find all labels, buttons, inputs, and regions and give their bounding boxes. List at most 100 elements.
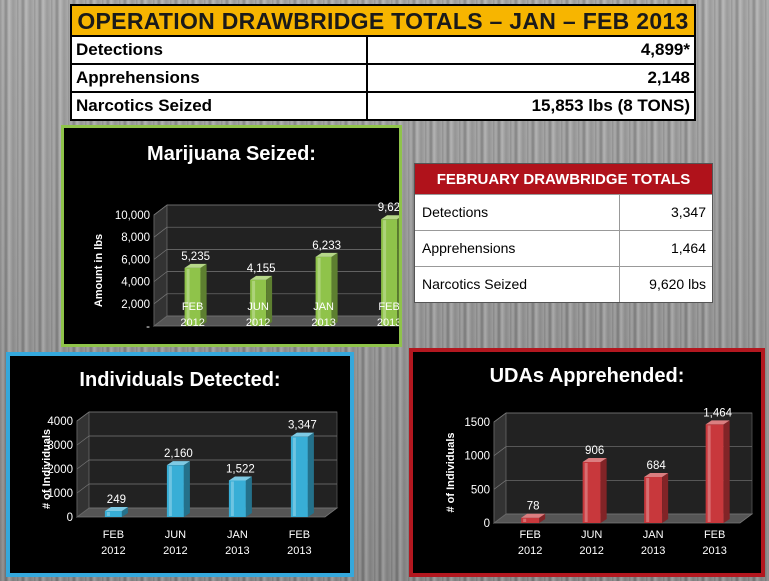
bar-top bbox=[705, 420, 730, 425]
x-tick-label: FEB 2013 bbox=[377, 301, 399, 329]
udas-apprehended-chart: UDAs Apprehended: 0 500 1000 1500 # of Indivi… bbox=[409, 348, 765, 577]
bar bbox=[381, 215, 399, 326]
chart-title: Marijuana Seized: bbox=[147, 143, 316, 165]
bar bbox=[521, 513, 546, 523]
bar-front bbox=[521, 517, 540, 523]
y-tick-label: 2,000 bbox=[121, 299, 150, 311]
x-tick-line: FEB bbox=[378, 301, 399, 313]
x-tick-line: 2013 bbox=[377, 317, 399, 329]
x-tick-label: JUN 2012 bbox=[246, 301, 270, 329]
feb-label: Detections bbox=[415, 195, 620, 230]
gridline bbox=[76, 435, 90, 446]
bar-value-label: 2,160 bbox=[164, 448, 193, 460]
y-tick-label: 1000 bbox=[464, 451, 490, 463]
x-tick-line: 2012 bbox=[180, 317, 204, 329]
x-tick-line: FEB bbox=[182, 301, 203, 313]
bar-highlight bbox=[292, 437, 296, 516]
feb-label: Apprehensions bbox=[415, 231, 620, 266]
x-tick-label: JAN 2013 bbox=[225, 529, 249, 557]
bar-side bbox=[266, 275, 273, 326]
individuals-detected-chart: Individuals Detected: 0 1000 2000 3000 4000 # … bbox=[6, 352, 354, 577]
bar bbox=[166, 461, 190, 517]
bar-highlight bbox=[168, 466, 172, 516]
bar-highlight bbox=[317, 257, 321, 325]
february-totals-table: FEBRUARY DRAWBRIDGE TOTALS Detections 3,… bbox=[414, 163, 713, 303]
gridline bbox=[76, 483, 90, 494]
x-tick-label: FEB 2013 bbox=[702, 529, 726, 557]
plot-side-wall bbox=[153, 204, 168, 327]
y-tick-label: 0 bbox=[484, 518, 490, 530]
bar-top bbox=[228, 476, 252, 481]
feb-row-narcotics: Narcotics Seized 9,620 lbs bbox=[415, 266, 712, 302]
chart-title: Individuals Detected: bbox=[79, 369, 280, 391]
y-tick-label: 8,000 bbox=[121, 232, 150, 244]
y-tick-label: - bbox=[146, 321, 150, 333]
feb-value: 9,620 lbs bbox=[649, 276, 706, 292]
gridline bbox=[153, 271, 168, 282]
gridline bbox=[493, 480, 507, 490]
totals-label: Narcotics Seized bbox=[72, 93, 368, 119]
feb-row-detections: Detections 3,347 bbox=[415, 194, 712, 230]
marijuana-seized-chart: Marijuana Seized: - 2,000 4,000 6,000 8,000 10… bbox=[61, 125, 402, 347]
y-tick-label: 2000 bbox=[47, 464, 73, 476]
x-tick-label: JAN 2013 bbox=[641, 529, 665, 557]
y-tick-label: 0 bbox=[67, 512, 73, 524]
x-tick-line: JUN bbox=[581, 529, 602, 541]
totals-value: 15,853 lbs (8 TONS) bbox=[531, 96, 690, 115]
y-tick-label: 4000 bbox=[47, 416, 73, 428]
feb-label: Narcotics Seized bbox=[415, 267, 620, 302]
y-axis-label: Amount in lbs bbox=[93, 234, 105, 307]
bar-value-label: 249 bbox=[107, 494, 126, 506]
x-tick-line: JUN bbox=[165, 529, 186, 541]
bar bbox=[315, 252, 338, 326]
x-tick-line: 2013 bbox=[225, 545, 249, 557]
bar-side bbox=[397, 217, 399, 326]
feb-value: 1,464 bbox=[670, 240, 706, 256]
bar-side bbox=[183, 461, 190, 517]
bar-top bbox=[582, 457, 607, 462]
bar-highlight bbox=[523, 518, 527, 522]
bar-side bbox=[662, 472, 669, 523]
bar-highlight bbox=[646, 477, 650, 522]
february-totals-title: FEBRUARY DRAWBRIDGE TOTALS bbox=[415, 164, 712, 194]
y-tick-label: 4,000 bbox=[121, 277, 150, 289]
x-tick-label: JUN 2012 bbox=[163, 529, 187, 557]
bar-side bbox=[121, 507, 128, 517]
gridline bbox=[153, 204, 168, 216]
bar bbox=[228, 476, 252, 517]
bar-top bbox=[184, 263, 207, 268]
x-tick-line: 2013 bbox=[287, 545, 311, 557]
bar-value-label: 3,347 bbox=[288, 420, 317, 432]
bar-top bbox=[104, 507, 128, 512]
y-tick-label: 6,000 bbox=[121, 254, 150, 266]
bar-highlight bbox=[707, 425, 711, 522]
totals-label: Apprehensions bbox=[72, 65, 368, 91]
x-tick-line: JUN bbox=[247, 301, 268, 313]
gridline bbox=[76, 459, 90, 470]
bar-highlight bbox=[383, 220, 387, 325]
totals-row-detections: Detections 4,899* bbox=[72, 37, 694, 65]
bar bbox=[705, 420, 730, 523]
x-tick-line: 2013 bbox=[702, 545, 726, 557]
totals-label: Detections bbox=[72, 37, 368, 63]
y-tick-label: 500 bbox=[471, 484, 490, 496]
gridline bbox=[153, 226, 168, 238]
x-tick-label: FEB 2012 bbox=[180, 301, 204, 329]
y-axis-label: # of Individuals bbox=[445, 432, 457, 512]
x-tick-line: 2012 bbox=[579, 545, 603, 557]
bar-top bbox=[521, 513, 546, 518]
bar-value-label: 78 bbox=[527, 501, 540, 513]
bar-top bbox=[644, 472, 669, 477]
x-tick-line: 2012 bbox=[101, 545, 125, 557]
x-tick-label: FEB 2012 bbox=[518, 529, 542, 557]
bar-highlight bbox=[230, 481, 234, 516]
x-tick-line: 2012 bbox=[163, 545, 187, 557]
bar-highlight bbox=[252, 280, 256, 325]
totals-row-apprehensions: Apprehensions 2,148 bbox=[72, 65, 694, 93]
x-tick-line: FEB bbox=[103, 529, 124, 541]
bar bbox=[644, 472, 669, 523]
x-tick-line: FEB bbox=[704, 529, 725, 541]
bar-highlight bbox=[186, 268, 190, 325]
bar bbox=[290, 432, 314, 517]
chart-title: UDAs Apprehended: bbox=[490, 365, 685, 387]
